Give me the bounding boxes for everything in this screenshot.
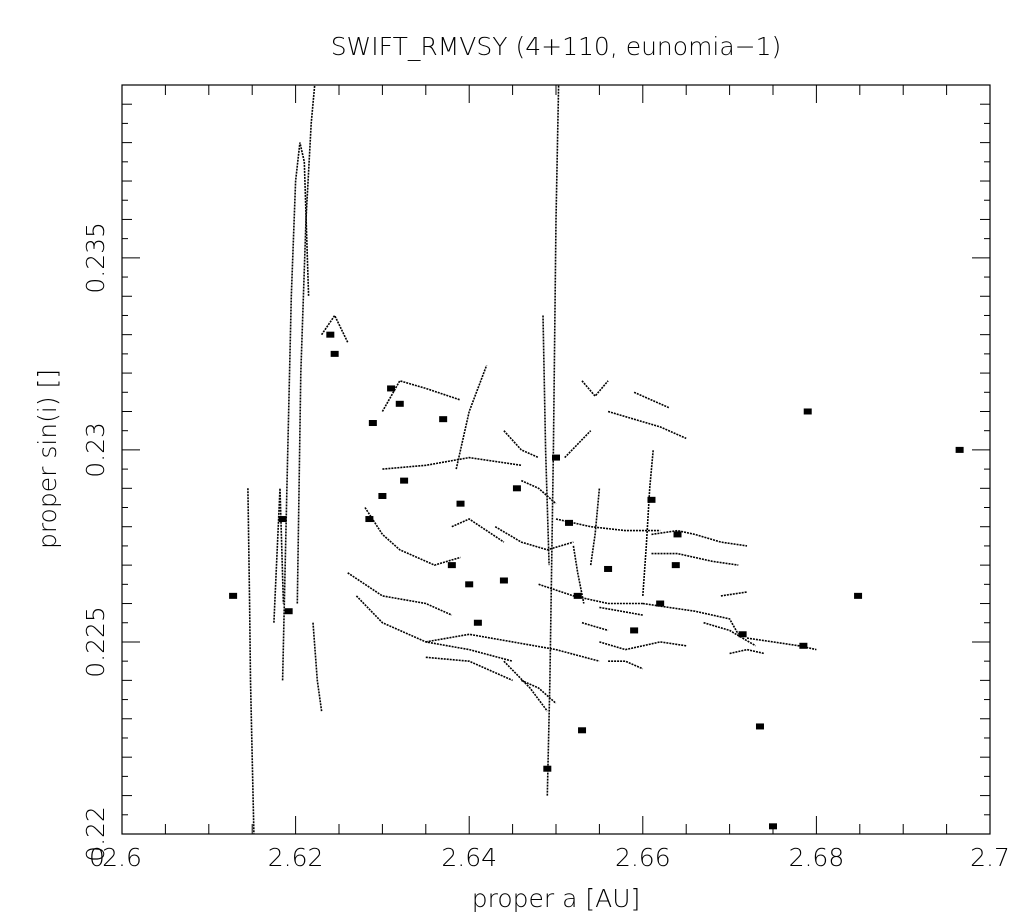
- data-track: [455, 365, 488, 470]
- data-clump: [955, 446, 964, 453]
- data-track: [281, 142, 310, 681]
- data-track: [425, 633, 600, 662]
- data-clump: [604, 565, 613, 572]
- data-clump: [647, 496, 656, 503]
- x-tick-label: 2.7: [970, 843, 1010, 872]
- data-track: [520, 479, 557, 505]
- data-clump: [738, 631, 747, 638]
- x-axis-label: proper a [AU]: [472, 884, 641, 913]
- data-track: [538, 583, 643, 605]
- data-clump: [387, 385, 396, 392]
- data-clump: [365, 516, 374, 523]
- data-track: [589, 488, 601, 566]
- data-track: [633, 391, 670, 409]
- data-clump: [278, 516, 287, 523]
- y-axis-label: proper sin(i) []: [33, 369, 62, 549]
- data-track: [312, 622, 323, 712]
- y-tick-label: 0.235: [81, 222, 110, 294]
- data-clump: [573, 592, 582, 599]
- data-track: [564, 430, 592, 459]
- origin-label: 0: [89, 843, 105, 872]
- data-track: [720, 591, 748, 597]
- data-track: [542, 315, 550, 566]
- data-clumps: [229, 331, 964, 830]
- data-clump: [330, 350, 339, 357]
- data-track: [599, 606, 643, 616]
- data-clump: [456, 500, 465, 507]
- x-tick-label: 2.6: [102, 843, 142, 872]
- data-clump: [671, 562, 680, 569]
- data-track: [503, 660, 548, 712]
- data-clump: [673, 531, 682, 538]
- data-track: [599, 641, 687, 651]
- data-track: [503, 430, 539, 459]
- data-track: [273, 488, 285, 623]
- data-track: [608, 660, 644, 670]
- x-tick-label: 2.68: [789, 843, 845, 872]
- data-track: [355, 595, 513, 662]
- data-track: [651, 552, 739, 566]
- data-track: [451, 518, 505, 543]
- data-track: [546, 84, 560, 796]
- data-clump: [395, 400, 404, 407]
- data-clump: [543, 765, 552, 772]
- data-clump: [368, 420, 377, 427]
- data-clump: [803, 408, 812, 415]
- data-track: [642, 602, 739, 635]
- data-clump: [473, 619, 482, 626]
- data-track: [247, 488, 255, 835]
- data-clump: [439, 416, 448, 423]
- data-track: [382, 456, 522, 470]
- data-track: [581, 621, 609, 632]
- data-clump: [769, 823, 777, 830]
- data-track: [347, 572, 453, 616]
- y-tick-label: 0.225: [81, 606, 110, 678]
- data-clump: [400, 477, 409, 484]
- y-tick-labels: 0.22 0.225 0.23 0.235: [81, 222, 110, 862]
- data-clump: [578, 727, 587, 734]
- chart-title: SWIFT_RMVSY (4+110, eunomia−1): [331, 32, 782, 61]
- data-clump: [447, 562, 456, 569]
- data-tracks: [247, 84, 817, 835]
- data-track: [651, 529, 748, 547]
- data-clump: [854, 592, 863, 599]
- data-clump: [512, 485, 521, 492]
- data-clump: [552, 454, 560, 461]
- data-track: [494, 526, 574, 551]
- data-track: [581, 380, 609, 398]
- y-tick-label: 0.22: [81, 806, 110, 862]
- x-tick-labels: 2.6 2.62 2.64 2.66 2.68 2.7: [102, 843, 1010, 872]
- data-track: [729, 648, 765, 655]
- data-track: [572, 545, 585, 604]
- data-clump: [229, 592, 238, 599]
- data-track: [607, 410, 687, 440]
- data-clump: [565, 519, 574, 526]
- data-clump: [799, 642, 808, 649]
- data-clump: [755, 723, 764, 730]
- x-tick-label: 2.64: [441, 843, 497, 872]
- axis-ticks: [121, 84, 991, 835]
- data-track: [642, 449, 654, 596]
- x-tick-label: 2.66: [615, 843, 671, 872]
- data-track: [320, 313, 349, 343]
- x-tick-label: 2.62: [268, 843, 324, 872]
- data-track: [425, 656, 513, 682]
- data-clump: [284, 608, 293, 615]
- data-clump: [465, 581, 474, 588]
- data-track: [296, 84, 316, 604]
- data-track: [555, 518, 661, 532]
- y-tick-label: 0.23: [81, 422, 110, 478]
- data-clump: [656, 600, 665, 607]
- data-track: [746, 637, 817, 651]
- data-clump: [630, 627, 639, 634]
- data-track: [703, 621, 757, 647]
- data-clump: [499, 577, 508, 584]
- data-track: [381, 379, 461, 412]
- data-clump: [378, 492, 387, 499]
- data-track: [364, 507, 461, 566]
- data-clump: [326, 331, 335, 338]
